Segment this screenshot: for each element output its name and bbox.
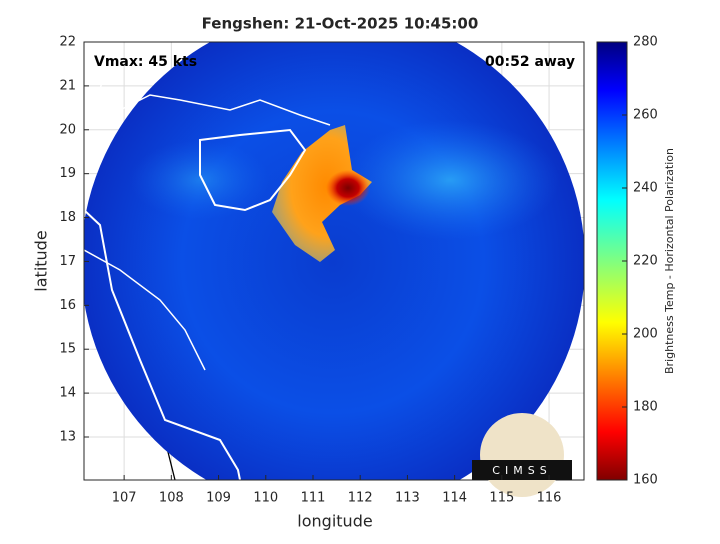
coastline — [95, 42, 331, 126]
colorbar-tick-label: 280 — [633, 35, 658, 50]
x-tick-label: 108 — [159, 491, 184, 506]
x-tick-label: 116 — [537, 491, 562, 506]
colorbar-tick-label: 220 — [633, 254, 658, 269]
swath — [84, 42, 584, 480]
y-tick-label: 21 — [59, 78, 76, 93]
x-tick-label: 113 — [395, 491, 420, 506]
logo-disk — [480, 413, 564, 497]
coastline — [199, 128, 307, 212]
y-tick-label: 22 — [59, 35, 76, 50]
x-tick-label: 109 — [206, 491, 231, 506]
x-tick-label: 115 — [489, 491, 514, 506]
y-tick-label: 15 — [59, 342, 76, 357]
colorbar-tick-label: 200 — [633, 327, 658, 342]
logo-band — [472, 460, 572, 480]
y-tick-label: 16 — [59, 298, 76, 313]
x-tick-label: 110 — [253, 491, 278, 506]
colorbar-tick-label: 260 — [633, 108, 658, 123]
y-tick-label: 18 — [59, 210, 76, 225]
x-tick-label: 107 — [112, 491, 137, 506]
border — [84, 249, 206, 371]
annotation: 00:52 away — [485, 54, 575, 70]
cloud — [340, 120, 560, 240]
logo-text: CIMSS — [492, 464, 551, 477]
coastline — [84, 209, 241, 480]
colorbar-label: Brightness Temp - Horizontal Polarizatio… — [663, 148, 676, 374]
chart-title: Fengshen: 21-Oct-2025 10:45:00 — [202, 15, 479, 33]
y-tick-label: 20 — [59, 122, 76, 137]
y-tick-label: 14 — [59, 386, 76, 401]
x-tick-label: 111 — [301, 491, 326, 506]
cloud — [130, 140, 270, 220]
x-axis-label: longitude — [297, 512, 372, 531]
colorbar-tick-label: 160 — [633, 473, 658, 488]
y-tick-label: 17 — [59, 254, 76, 269]
y-tick-label: 13 — [59, 429, 76, 444]
annotation: Vmax: 45 kts — [94, 54, 197, 70]
convection — [272, 125, 372, 262]
logo: CIMSS — [472, 413, 572, 497]
core — [326, 170, 370, 206]
x-tick-label: 114 — [442, 491, 467, 506]
y-tick-label: 19 — [59, 166, 76, 181]
y-axis-label: latitude — [32, 230, 51, 291]
colorbar-tick-label: 180 — [633, 400, 658, 415]
x-tick-label: 112 — [348, 491, 373, 506]
colorbar-tick-label: 240 — [633, 181, 658, 196]
